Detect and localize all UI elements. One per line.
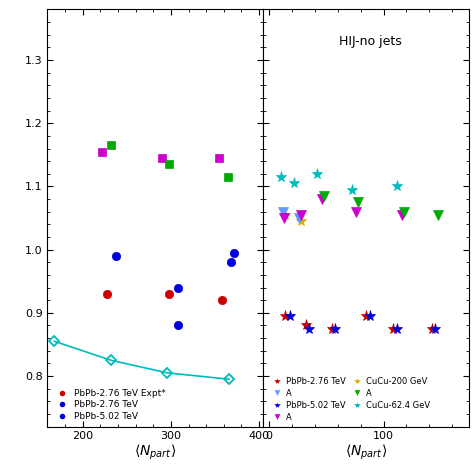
X-axis label: $\langle N_{part}\rangle$: $\langle N_{part}\rangle$ xyxy=(134,443,177,462)
Legend: PbPb-2.76 TeV, A, PbPb-5.02 TeV, A, CuCu-200 GeV, A, CuCu-62.4 GeV, : PbPb-2.76 TeV, A, PbPb-5.02 TeV, A, CuCu… xyxy=(268,376,431,422)
X-axis label: $\langle N_{part}\rangle$: $\langle N_{part}\rangle$ xyxy=(345,443,388,462)
Legend: PbPb-2.76 TeV Expt*, PbPb-2.76 TeV, PbPb-5.02 TeV: PbPb-2.76 TeV Expt*, PbPb-2.76 TeV, PbPb… xyxy=(52,388,166,422)
Text: HIJ-no jets: HIJ-no jets xyxy=(339,35,402,47)
